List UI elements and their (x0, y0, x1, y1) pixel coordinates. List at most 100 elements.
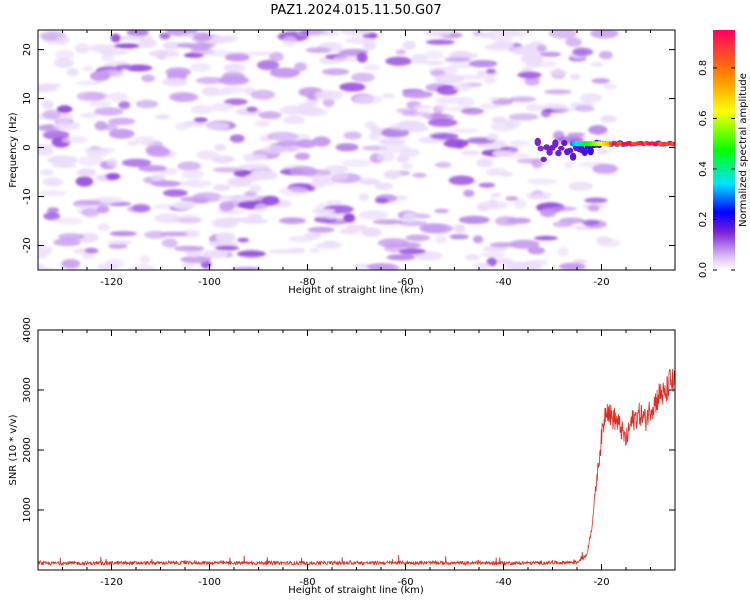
spectrogram-cell (603, 84, 617, 90)
spectrogram-cell (94, 107, 124, 116)
spectrogram-cell (550, 206, 577, 212)
spectrogram-cell (579, 93, 602, 103)
spectrogram-cell (97, 263, 118, 270)
spectrogram-cell (267, 249, 298, 254)
spectrogram-cell (354, 94, 383, 105)
spectrogram-cell (533, 60, 558, 68)
spectrogram-cell (42, 109, 61, 120)
spectrogram-cell (584, 197, 608, 204)
spectrogram-cell (276, 140, 304, 147)
spectrogram-cell (248, 51, 272, 56)
spectrogram-cell (423, 30, 451, 37)
spectrogram-cell (359, 178, 380, 185)
signal-halo (546, 148, 553, 156)
spectrogram-cell (520, 260, 543, 270)
spectrogram-cell (567, 132, 586, 138)
spectrogram-cell (476, 158, 494, 168)
spectrogram-cell (363, 64, 381, 71)
spectrogram-cell (38, 146, 54, 156)
spectrogram-cell (126, 30, 149, 37)
spectrogram-cell (509, 140, 530, 147)
spectrogram-cell (43, 212, 61, 221)
spectrogram-cell (568, 181, 594, 191)
spectrogram-cell (82, 253, 94, 259)
spectrogram-cell (162, 41, 182, 50)
spectrogram-cell (572, 259, 588, 264)
spectrogram-cell (105, 173, 121, 180)
spectrogram-cell (478, 182, 496, 188)
spectrogram-cell (434, 96, 466, 105)
spectrogram-cell (193, 117, 208, 123)
spectrogram-cell (548, 30, 577, 39)
spectrogram-cell (353, 224, 367, 231)
spectrogram-cell (410, 54, 428, 64)
spectrogram-cell (38, 245, 53, 256)
spectrogram-cell (311, 208, 336, 214)
spectrogram-cell (494, 216, 520, 226)
spectrogram-cell (425, 39, 455, 45)
spectrogram-cell (108, 128, 135, 139)
spectrogram-cell (141, 74, 156, 83)
spectrogram-cell (476, 201, 509, 210)
spectrogram-cell (99, 49, 130, 56)
spectrogram-cell (132, 203, 151, 213)
spectrogram-cell (587, 204, 600, 212)
spectrogram-cell (332, 55, 361, 63)
spectrogram-cell (237, 237, 250, 243)
spectrogram-cell (398, 248, 427, 255)
spectrogram-cell (473, 262, 491, 270)
spectrogram-cell (181, 262, 194, 270)
signal-halo (552, 139, 559, 148)
spectrogram-cell (85, 147, 109, 158)
snr-x-label: Height of straight line (km) (288, 585, 424, 596)
spectrogram-cell (448, 175, 475, 186)
spectrogram-cell (214, 144, 227, 151)
spectrogram-cell (405, 234, 431, 242)
spectrogram-cell (513, 47, 529, 55)
spectrogram-cell (82, 65, 94, 72)
x-tick-label: -20 (593, 577, 609, 588)
spectrogram-cell (218, 75, 250, 86)
spectrogram-cell (508, 96, 537, 103)
spectrogram-cell (326, 200, 344, 205)
spectrogram-cell (530, 40, 545, 47)
spectrogram-cell (531, 158, 544, 169)
spectrogram-cell (74, 200, 102, 205)
spectrogram-cell (294, 134, 312, 140)
spectrogram-cell (215, 232, 236, 242)
spectrogram-cell (81, 207, 100, 218)
spectrogram-cell (126, 140, 139, 146)
spectrogram-cell (180, 179, 212, 188)
spectrogram-cell (479, 103, 501, 110)
spectrogram-cell (448, 62, 474, 69)
spectrogram-cell (595, 147, 609, 155)
spectrogram-cell (436, 84, 459, 96)
spectrogram-y-ticks: -20 -10 0 10 20 (22, 43, 675, 254)
spectrogram-cell (382, 93, 395, 98)
colorbar-tick-label: 0.0 (698, 262, 709, 278)
spectrogram-cell (135, 99, 159, 109)
x-tick-label: -120 (100, 277, 123, 288)
spectrogram-cell (597, 238, 621, 248)
spectrogram-cell (61, 259, 81, 269)
spectrogram-cell (242, 153, 268, 161)
spectrogram-cell (413, 104, 432, 110)
spectrogram-cell (563, 161, 574, 169)
spectrogram-cell (75, 80, 102, 86)
spectrogram-cell (177, 161, 202, 171)
snr-y-ticks: 1000 2000 3000 4000 (22, 317, 675, 523)
spectrogram-cell (211, 217, 239, 229)
spectrogram-cell (565, 37, 582, 47)
spectrogram-cell (289, 166, 318, 176)
spectrogram-cell (430, 69, 446, 77)
spectrogram-x-ticks: -120 -100 -80 -60 -40 -20 (37, 30, 676, 288)
spectrogram-cell (255, 120, 271, 127)
spectrogram-cell (486, 68, 496, 74)
signal-core (672, 141, 675, 146)
spectrogram-cell (369, 126, 381, 133)
spectrogram-cell (472, 235, 484, 244)
spectrogram-cell (424, 50, 445, 59)
spectrogram-cell (304, 232, 322, 240)
